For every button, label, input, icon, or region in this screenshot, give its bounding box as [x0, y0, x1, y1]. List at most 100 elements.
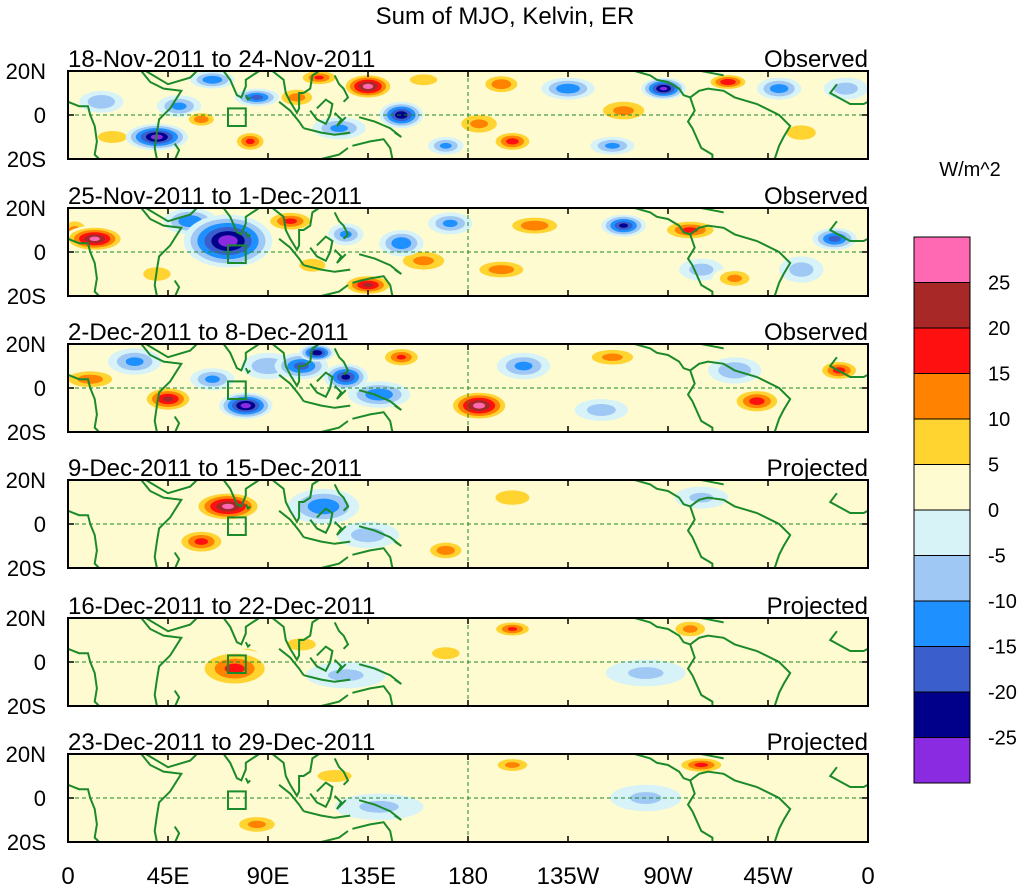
- y-tick-label: 0: [34, 240, 46, 265]
- contour-fill: [314, 75, 324, 80]
- contour-fill: [491, 79, 512, 90]
- coastline: [689, 770, 792, 842]
- coastline: [163, 280, 181, 296]
- contour-fill: [586, 404, 616, 416]
- y-tick-label: 20S: [7, 556, 46, 581]
- anomaly-feature: [194, 648, 275, 689]
- anomaly-feature: [107, 348, 162, 375]
- contour-fill: [442, 219, 458, 228]
- box-marker: [227, 380, 247, 400]
- anomaly-feature: [812, 227, 857, 250]
- contour-fill: [391, 237, 412, 250]
- colorbar-tick-label: 15: [988, 364, 1010, 386]
- coastline: [214, 344, 260, 372]
- y-tick-label: 20N: [6, 332, 46, 357]
- contour-fill: [125, 357, 144, 366]
- contour-fill: [247, 820, 266, 829]
- contour-fill: [682, 625, 698, 633]
- contour-fill: [727, 274, 743, 283]
- colorbar-swatch: [913, 555, 971, 602]
- coastline: [358, 116, 402, 138]
- colorbar-swatch: [913, 282, 971, 329]
- contour-fill: [605, 142, 620, 149]
- coastline: [68, 783, 100, 842]
- coastline: [163, 552, 181, 568]
- x-tick-label: 45W: [743, 863, 793, 889]
- contour-fill: [245, 138, 255, 145]
- colorbar-tick-label: 0: [988, 500, 999, 522]
- anomaly-feature: [756, 77, 802, 100]
- coastline: [303, 264, 351, 273]
- contour-fill: [520, 220, 549, 231]
- coastline: [303, 674, 351, 683]
- anomaly-feature: [452, 110, 506, 137]
- contour-fill: [786, 125, 816, 140]
- coastlines: [68, 754, 868, 842]
- coastline: [271, 618, 320, 662]
- coastline: [358, 799, 402, 821]
- panel-status: Projected: [767, 729, 868, 756]
- colorbar-swatch: [913, 327, 971, 374]
- coastline: [244, 94, 251, 102]
- coastline: [244, 367, 251, 375]
- anomaly-field: [125, 756, 729, 836]
- anomaly-feature: [323, 363, 368, 391]
- anomaly-feature: [427, 137, 464, 155]
- contour-fill: [395, 111, 408, 119]
- coastline: [352, 411, 394, 432]
- coastline: [689, 496, 792, 568]
- contour-fill: [694, 762, 709, 768]
- anomaly-feature: [379, 230, 424, 257]
- coastline: [352, 685, 394, 706]
- contour-fill: [222, 503, 234, 509]
- y-tick-label: 20S: [7, 694, 46, 719]
- anomaly-feature: [190, 368, 235, 391]
- y-tick-label: 0: [34, 650, 46, 675]
- contour-fill: [351, 527, 385, 543]
- anomaly-feature: [263, 210, 317, 233]
- coastline: [333, 621, 350, 650]
- coastline: [145, 754, 198, 769]
- contour-fill: [224, 663, 245, 674]
- contour-fill: [365, 388, 393, 401]
- anomaly-feature: [641, 77, 686, 100]
- coastline: [333, 795, 347, 810]
- coastline: [244, 503, 251, 511]
- contour-fill: [311, 350, 322, 356]
- coastline: [634, 618, 691, 646]
- x-tick-label: 135W: [537, 863, 600, 889]
- contour-fill: [431, 647, 460, 660]
- coastline: [333, 757, 350, 786]
- panel-status: Projected: [767, 455, 868, 482]
- colorbar-units: W/m^2: [939, 159, 1001, 181]
- contour-fill: [341, 374, 351, 380]
- contour-fill: [202, 75, 223, 84]
- coastline: [333, 211, 350, 240]
- contour-fill: [362, 282, 374, 288]
- coastline: [271, 71, 320, 115]
- colorbar-tick-label: 5: [988, 455, 999, 477]
- coastline: [244, 777, 251, 785]
- anomaly-feature: [774, 119, 829, 146]
- contour-fill: [409, 74, 438, 86]
- panel-4: 20N 0 20S 9-Dec-2011 to 15-Dec-2011 Projecte…: [6, 455, 869, 581]
- contour-fill: [602, 353, 623, 361]
- contour-fill: [659, 86, 668, 91]
- y-tick-label: 0: [34, 376, 46, 401]
- coastline: [333, 521, 347, 536]
- coastline: [358, 663, 402, 685]
- colorbar-swatch: [913, 418, 971, 465]
- contour-fill: [828, 235, 841, 242]
- panel-period: 9-Dec-2011 to 15-Dec-2011: [68, 455, 362, 482]
- contour-fill: [286, 638, 316, 651]
- anomaly-feature: [414, 640, 477, 667]
- contour-fill: [339, 230, 352, 239]
- anomaly-feature: [401, 71, 446, 89]
- colorbar-swatch: [913, 509, 971, 556]
- contour-fill: [205, 375, 220, 383]
- coastline: [145, 344, 198, 359]
- coastline: [333, 347, 350, 376]
- anomaly-feature: [574, 399, 629, 421]
- anomaly-feature: [234, 88, 280, 107]
- anomaly-feature: [705, 73, 751, 91]
